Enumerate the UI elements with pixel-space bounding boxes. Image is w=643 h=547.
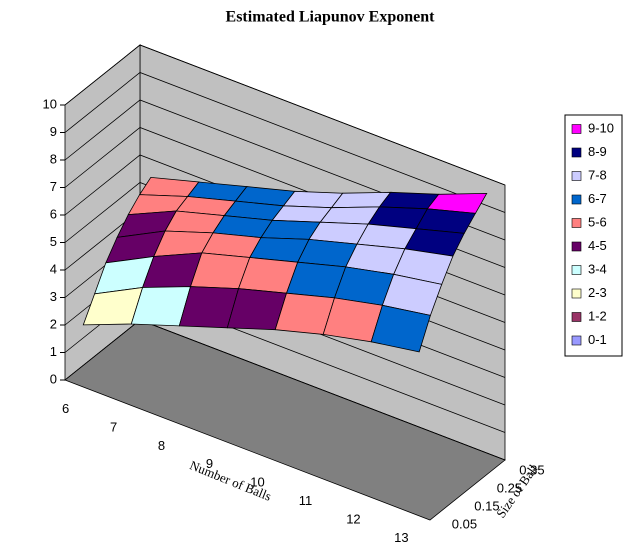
legend-label: 6-7 [588, 191, 607, 206]
z-tick-label: 9 [50, 124, 57, 139]
legend-label: 9-10 [588, 120, 614, 135]
surface-cell [370, 304, 431, 353]
chart-title: Estimated Liapunov Exponent [226, 9, 436, 26]
z-tick-label: 7 [50, 179, 57, 194]
legend-label: 8-9 [588, 144, 607, 159]
z-tick-label: 5 [50, 234, 57, 249]
legend-swatch [571, 218, 582, 228]
z-tick-label: 8 [50, 151, 57, 166]
legend-swatch [571, 171, 582, 181]
legend-swatch [571, 147, 582, 158]
z-tick-label: 0 [50, 371, 57, 386]
z-tick-label: 6 [50, 206, 57, 221]
x-tick-label: 13 [394, 530, 408, 545]
legend-swatch [571, 241, 582, 252]
legend-label: 0-1 [588, 332, 607, 347]
z-tick-label: 1 [50, 344, 57, 359]
legend-swatch [571, 335, 582, 346]
grid-line [64, 44, 506, 186]
z-tick-label: 3 [50, 289, 57, 304]
x-tick-label: 9 [206, 456, 213, 471]
legend-swatch [571, 312, 582, 322]
x-tick-label: 8 [158, 438, 165, 453]
legend-label: 2-3 [588, 285, 607, 300]
y-tick-label: 0.35 [519, 462, 544, 477]
x-tick-label: 6 [62, 401, 69, 416]
y-tick-label: 0.25 [497, 480, 522, 495]
legend-label: 3-4 [588, 261, 607, 276]
x-tick-label: 11 [299, 493, 313, 508]
legend-swatch [571, 288, 582, 299]
z-tick-label: 2 [50, 316, 57, 331]
legend-swatch [571, 194, 582, 205]
y-tick-label: 0.05 [452, 516, 477, 531]
legend-label: 5-6 [588, 214, 607, 229]
legend-label: 1-2 [588, 308, 607, 323]
grid-line [64, 72, 506, 213]
z-tick-label: 4 [50, 261, 57, 276]
x-tick-label: 12 [346, 511, 360, 526]
x-tick-label: 10 [250, 475, 264, 490]
legend-label: 7-8 [588, 167, 607, 182]
z-tick-label: 10 [43, 96, 57, 111]
x-tick-label: 7 [110, 419, 117, 434]
legend-swatch [571, 124, 582, 134]
legend-label: 4-5 [588, 238, 607, 253]
legend-swatch [571, 265, 582, 275]
y-tick-label: 0.15 [474, 498, 499, 513]
